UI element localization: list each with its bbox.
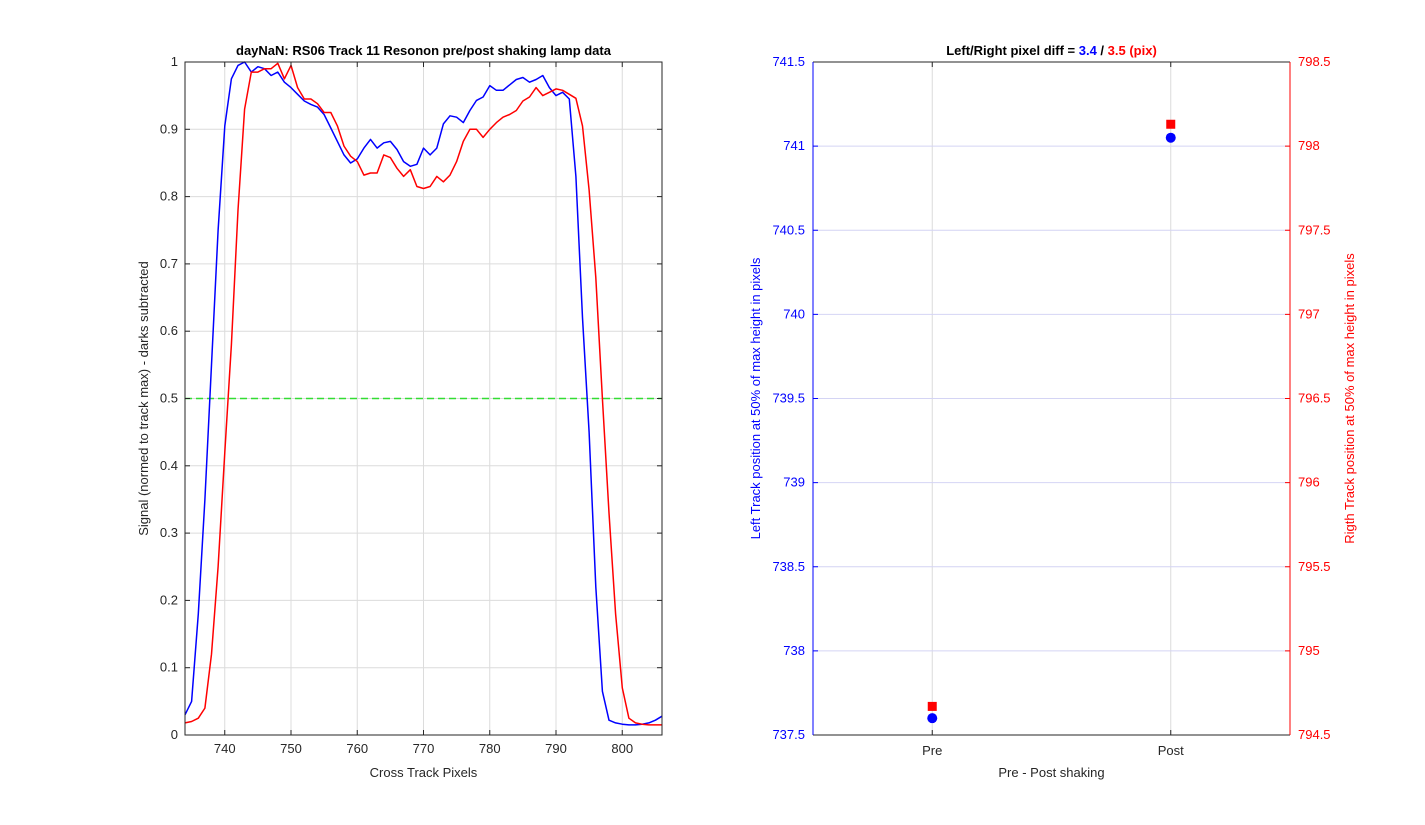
c1-x-tick-label: 790	[545, 741, 567, 756]
c2-title: Left/Right pixel diff = 3.4 / 3.5 (pix)	[946, 43, 1157, 58]
c1-y-tick-label: 0.6	[160, 323, 178, 338]
c2-tick-labels: Pre Post 737.5 738 738.5 739 739.5 740 740.5 741 7…	[772, 54, 1330, 758]
c2-left-tick-label: 739	[783, 475, 805, 490]
c2-right-tick-label: 798	[1298, 138, 1320, 153]
c2-axes-frame	[812, 61, 1291, 736]
c2-right-tick-label: 797	[1298, 306, 1320, 321]
c2-left-tick-label: 741.5	[772, 54, 805, 69]
c2-left-tick-label: 737.5	[772, 727, 805, 742]
c1-axes-box	[184, 61, 663, 736]
c1-y-tick-label: 1	[171, 54, 178, 69]
c1-x-tick-label: 780	[479, 741, 501, 756]
c2-points	[927, 119, 1176, 724]
c1-y-tick-label: 0.4	[160, 458, 178, 473]
c2-right-tick-label: 794.5	[1298, 727, 1331, 742]
c1-y-tick-label: 0.9	[160, 121, 178, 136]
c1-y-tick-label: 0.3	[160, 525, 178, 540]
c1-series-line-2	[184, 62, 662, 726]
c2-left-tick-label: 738	[783, 643, 805, 658]
c2-xlabel: Pre - Post shaking	[998, 765, 1104, 780]
c1-x-tick-label: 800	[611, 741, 633, 756]
c2-right-tick-label: 796.5	[1298, 391, 1331, 406]
c2-point-left-post	[1165, 132, 1176, 143]
c2-point-right-post	[1166, 119, 1176, 129]
c2-right-tick-label: 795	[1298, 643, 1320, 658]
c1-x-tick-label: 750	[280, 741, 302, 756]
c2-x-tick-label: Pre	[922, 743, 942, 758]
c1-series-group	[184, 61, 663, 726]
c2-title-part: Left/Right pixel diff =	[946, 43, 1079, 58]
c2-left-tick-label: 738.5	[772, 559, 805, 574]
c2-right-tick-label: 797.5	[1298, 222, 1331, 237]
c1-axes-frame	[184, 61, 663, 736]
c1-x-tick-label: 760	[346, 741, 368, 756]
c2-ylabel-right: Rigth Track position at 50% of max heigh…	[1342, 253, 1357, 544]
c2-left-tick-label: 739.5	[772, 391, 805, 406]
c2-ylabel-left: Left Track position at 50% of max height…	[748, 257, 763, 539]
c2-title-right-diff: 3.5 (pix)	[1108, 43, 1157, 58]
c2-x-tick-label: Post	[1158, 743, 1184, 758]
right-scatter-chart: Pre Post 737.5 738 738.5 739 739.5 740 740.5 741 7…	[748, 43, 1357, 780]
c2-right-tick-label: 798.5	[1298, 54, 1331, 69]
c1-title: dayNaN: RS06 Track 11 Resonon pre/post s…	[236, 43, 612, 58]
c1-x-tick-label: 740	[214, 741, 236, 756]
c1-y-tick-label: 0.5	[160, 391, 178, 406]
c1-xlabel: Cross Track Pixels	[370, 765, 478, 780]
c1-y-tick-label: 0	[171, 727, 178, 742]
left-line-chart: 740 750 760 770 780 790 800 0 0.1 0.2 0.3 0.4 0.5 0.6…	[136, 43, 663, 780]
c1-y-tick-label: 0.7	[160, 256, 178, 271]
c1-ylabel: Signal (normed to track max) - darks sub…	[136, 261, 151, 536]
c2-right-tick-label: 796	[1298, 475, 1320, 490]
c1-y-tick-label: 0.8	[160, 189, 178, 204]
c1-tick-labels: 740 750 760 770 780 790 800 0 0.1 0.2 0.3 0.4 0.5 0.6…	[160, 54, 633, 756]
c2-left-tick-label: 740	[783, 306, 805, 321]
c1-y-tick-label: 0.1	[160, 660, 178, 675]
c2-left-tick-label: 740.5	[772, 222, 805, 237]
c2-point-left-pre	[927, 713, 938, 724]
c1-x-tick-label: 770	[413, 741, 435, 756]
c1-y-tick-label: 0.2	[160, 592, 178, 607]
c2-title-sep: /	[1097, 43, 1108, 58]
c2-right-tick-label: 795.5	[1298, 559, 1331, 574]
c2-left-tick-label: 741	[783, 138, 805, 153]
c2-grid	[813, 61, 1290, 736]
c2-title-left-diff: 3.4	[1079, 43, 1098, 58]
c2-point-right-pre	[927, 701, 937, 711]
